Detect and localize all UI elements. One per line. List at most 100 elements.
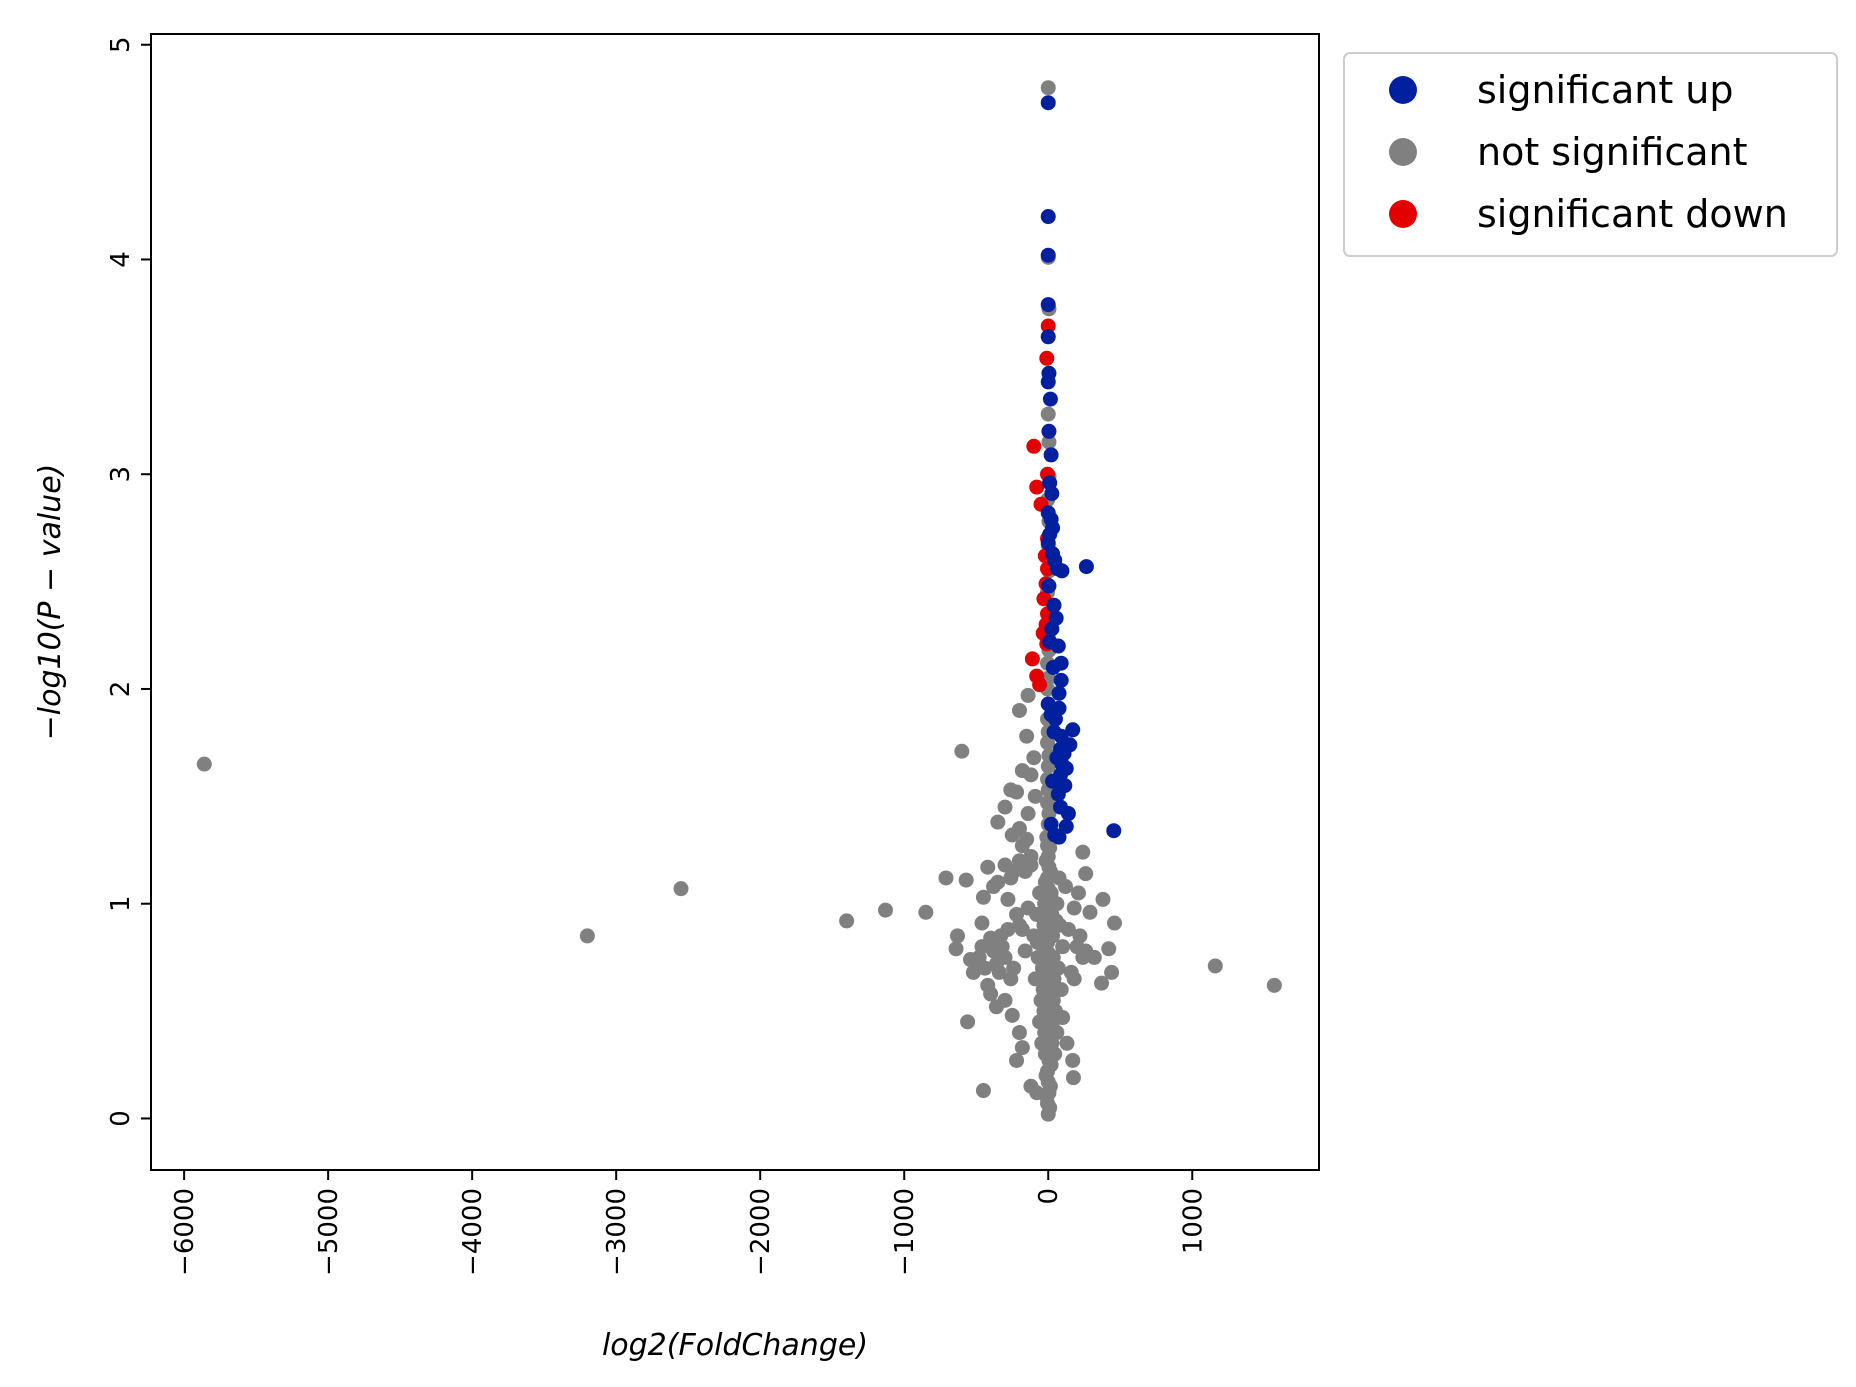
point-not-significant-92 [1032, 1014, 1048, 1030]
y-tick-label-5: 5 [106, 36, 136, 53]
x-tick-label-7: 1000 [1178, 1188, 1208, 1254]
point-significant-down-1 [1039, 350, 1055, 366]
point-not-significant-57 [1040, 1074, 1056, 1090]
point-not-significant-121 [986, 943, 1002, 959]
point-not-significant-134 [990, 814, 1006, 830]
x-tick-label-2: −4000 [458, 1188, 488, 1276]
point-not-significant-150 [980, 859, 996, 875]
point-not-significant-170 [1101, 941, 1117, 957]
point-not-significant-78 [1040, 848, 1056, 864]
point-not-significant-97 [1048, 913, 1064, 929]
point-significant-up-29 [1045, 660, 1061, 675]
points-layer [196, 80, 1282, 1122]
point-not-significant-173 [1086, 949, 1102, 965]
point-not-significant-4 [1041, 434, 1057, 450]
point-not-significant-142 [1003, 782, 1019, 798]
y-tick-label-4: 4 [106, 251, 136, 268]
point-not-significant-107 [1066, 900, 1082, 916]
point-significant-up-48 [1050, 786, 1066, 802]
legend-label-not-significant: not significant [1477, 130, 1748, 174]
x-tick-label-1: −5000 [314, 1188, 344, 1276]
point-not-significant-133 [997, 799, 1013, 815]
point-not-significant-132 [1004, 827, 1020, 843]
point-not-significant-140 [1020, 687, 1036, 703]
point-not-significant-89 [1053, 982, 1069, 998]
point-not-significant-181 [1059, 1035, 1075, 1051]
point-significant-up-0 [1040, 95, 1056, 111]
point-significant-down-0 [1040, 318, 1056, 334]
point-not-significant-172 [1094, 975, 1110, 991]
point-not-significant-151 [975, 889, 991, 905]
point-significant-up-36 [1065, 722, 1081, 738]
point-significant-up-4 [1040, 329, 1056, 345]
plot-frame [150, 33, 1320, 1171]
y-tick-label-3: 3 [106, 466, 136, 483]
legend-frame [1343, 52, 1838, 257]
y-tick-label-2: 2 [106, 681, 136, 698]
point-not-significant-157 [948, 941, 964, 957]
point-significant-up-31 [1051, 685, 1067, 701]
point-significant-up-35 [1047, 711, 1063, 727]
point-not-significant-169 [1106, 915, 1122, 931]
point-not-significant-164 [579, 928, 595, 944]
point-not-significant-103 [1060, 921, 1076, 937]
point-not-significant-184 [1023, 1078, 1039, 1094]
point-significant-up-30 [1053, 672, 1069, 688]
point-not-significant-176 [1075, 844, 1091, 860]
point-significant-up-2 [1040, 247, 1056, 263]
point-significant-up-3 [1040, 297, 1056, 313]
legend-marker-significant-up [1389, 76, 1417, 104]
point-significant-up-23 [1046, 597, 1062, 613]
point-not-significant-158 [960, 1014, 976, 1030]
legend-label-significant-up: significant up [1477, 68, 1734, 112]
point-not-significant-95 [1047, 1046, 1063, 1062]
point-significant-down-17 [1032, 677, 1048, 693]
point-not-significant-180 [1065, 1070, 1081, 1086]
point-significant-up-22 [1041, 578, 1057, 594]
point-not-significant-153 [954, 743, 970, 759]
point-significant-up-20 [1054, 563, 1070, 579]
y-tick-label-0: 0 [106, 1110, 136, 1127]
point-not-significant-128 [965, 964, 981, 980]
point-not-significant-138 [1019, 728, 1035, 744]
point-not-significant-179 [1065, 1052, 1081, 1068]
point-not-significant-154 [958, 872, 974, 888]
x-tick-label-4: −2000 [746, 1188, 776, 1276]
point-not-significant-104 [1017, 943, 1033, 959]
point-not-significant-166 [1207, 958, 1223, 974]
x-tick-label-5: −1000 [890, 1188, 920, 1276]
point-not-significant-196 [1020, 806, 1036, 822]
x-tick-label-0: −6000 [170, 1188, 200, 1276]
point-not-significant-193 [1000, 891, 1016, 907]
point-not-significant-85 [1055, 939, 1071, 955]
point-not-significant-194 [1006, 864, 1022, 879]
point-not-significant-94 [1034, 1035, 1050, 1051]
point-not-significant-167 [1266, 977, 1282, 993]
point-not-significant-195 [1014, 838, 1030, 854]
point-not-significant-0 [1040, 80, 1056, 96]
point-significant-up-11 [1044, 486, 1060, 502]
point-not-significant-81 [1049, 896, 1065, 912]
point-not-significant-56 [1041, 1085, 1057, 1101]
y-axis-label: −log10(P − value) [33, 464, 68, 741]
legend-marker-significant-down [1389, 200, 1417, 228]
point-not-significant-102 [1020, 900, 1036, 916]
point-significant-down-15 [1024, 651, 1040, 667]
point-not-significant-171 [1104, 964, 1120, 980]
point-not-significant-66 [1040, 977, 1056, 993]
point-not-significant-98 [1029, 934, 1045, 950]
point-not-significant-152 [974, 915, 990, 931]
y-tick-label-1: 1 [106, 895, 136, 912]
x-axis: −6000 −5000 −4000 −3000 −2000 −1000 0 1000 [170, 1170, 1208, 1276]
point-not-significant-137 [1026, 750, 1042, 766]
legend-label-significant-down: significant down [1477, 192, 1788, 236]
point-significant-up-51 [1058, 818, 1074, 834]
point-not-significant-192 [993, 928, 1009, 944]
point-significant-up-55 [1047, 827, 1063, 843]
point-not-significant-155 [938, 870, 954, 886]
point-not-significant-3 [1040, 406, 1056, 422]
point-not-significant-54 [1040, 1106, 1056, 1122]
point-not-significant-161 [878, 902, 893, 918]
